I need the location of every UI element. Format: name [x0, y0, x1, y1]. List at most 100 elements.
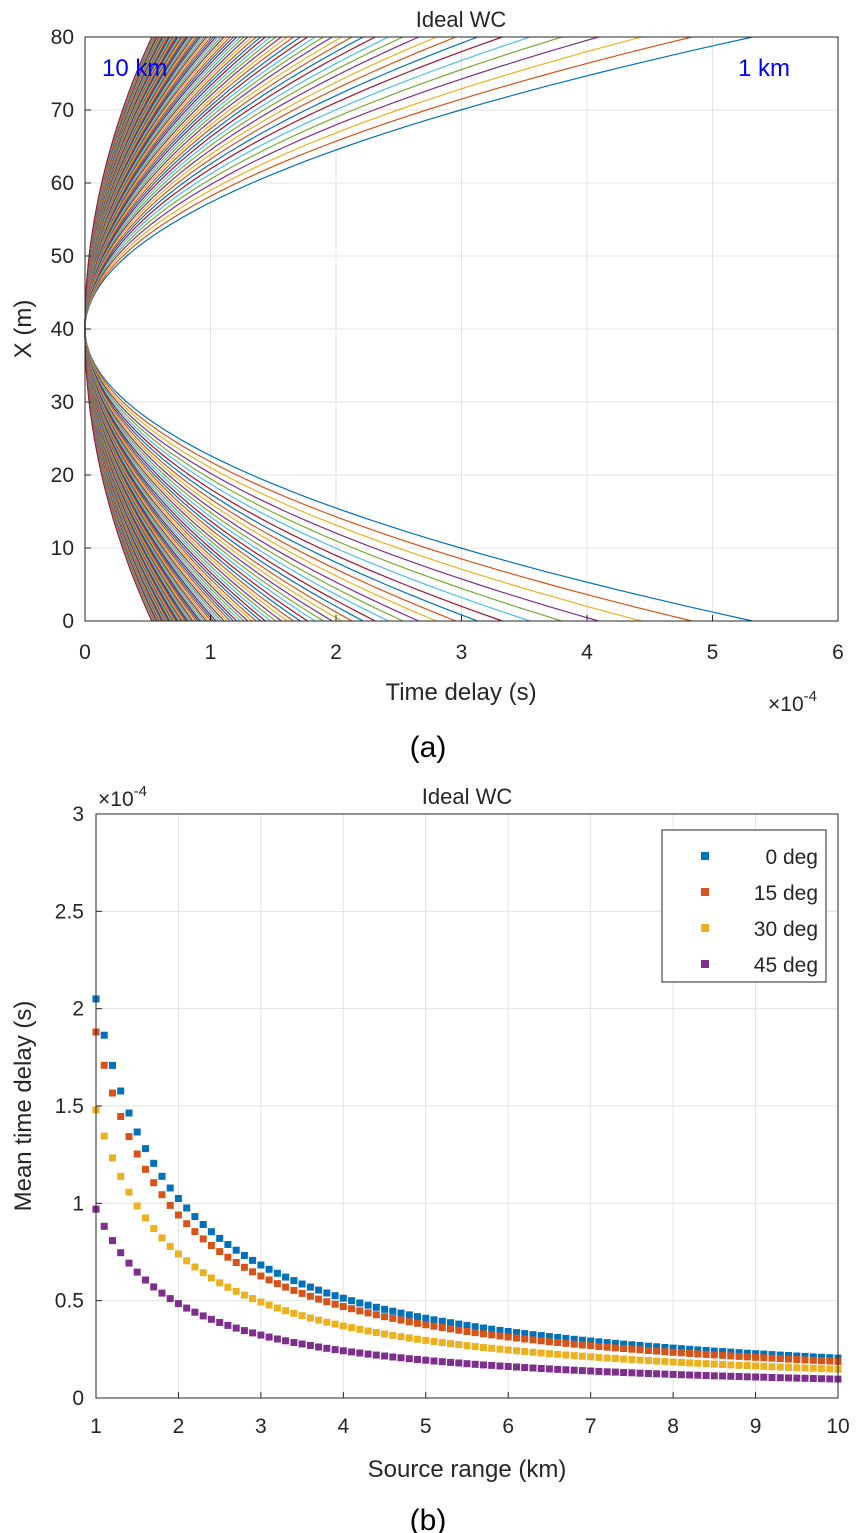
data-point	[521, 1330, 529, 1338]
data-point	[785, 1374, 792, 1382]
data-point	[331, 1320, 339, 1328]
data-point	[216, 1279, 224, 1287]
data-point	[356, 1299, 364, 1307]
x-multiplier-exponent-a: -4	[804, 688, 817, 705]
data-point	[702, 1347, 710, 1354]
data-point	[265, 1276, 273, 1284]
x-tick-label-a: 4	[581, 641, 593, 664]
data-point	[191, 1263, 199, 1271]
data-point	[117, 1087, 125, 1095]
data-point	[793, 1364, 801, 1372]
data-point	[381, 1305, 389, 1313]
legend-b: 0 deg 15 deg 30 deg 45 deg	[661, 829, 827, 983]
data-point	[282, 1307, 290, 1315]
data-point	[422, 1321, 430, 1329]
y-axis-label-b: Mean time delay (s)	[10, 1001, 37, 1212]
data-point	[636, 1346, 644, 1354]
legend-label: 45 deg	[754, 954, 818, 977]
data-point	[545, 1333, 553, 1341]
data-point	[587, 1342, 595, 1350]
data-point	[381, 1352, 389, 1360]
data-point	[776, 1355, 784, 1363]
data-point	[595, 1343, 603, 1350]
data-point	[801, 1374, 809, 1382]
data-point	[348, 1348, 356, 1356]
y-multiplier-b: ×10-4	[98, 783, 147, 811]
data-point	[669, 1344, 677, 1352]
data-point	[216, 1234, 224, 1242]
data-point	[282, 1283, 290, 1291]
data-point	[785, 1352, 792, 1359]
data-point	[174, 1211, 182, 1219]
data-point	[438, 1317, 446, 1325]
data-point	[224, 1321, 232, 1329]
data-point	[364, 1301, 372, 1309]
data-point	[150, 1225, 158, 1232]
data-point	[513, 1329, 520, 1337]
data-point	[174, 1300, 182, 1308]
data-point	[694, 1359, 702, 1367]
data-point	[595, 1367, 603, 1375]
data-point	[455, 1341, 463, 1349]
data-point	[620, 1355, 628, 1363]
data-point	[199, 1269, 207, 1277]
data-point	[422, 1336, 430, 1344]
data-point	[216, 1248, 224, 1256]
legend-marker	[701, 852, 709, 860]
data-point	[158, 1234, 166, 1242]
data-point	[537, 1349, 545, 1357]
data-point	[298, 1312, 306, 1320]
data-point	[306, 1283, 314, 1291]
data-point	[207, 1315, 215, 1323]
data-point	[603, 1339, 611, 1347]
data-point	[587, 1353, 595, 1361]
data-point	[537, 1365, 545, 1372]
chart-title-b: Ideal WC	[422, 784, 513, 809]
data-point	[620, 1369, 628, 1376]
data-point	[603, 1368, 611, 1376]
series-2	[92, 1106, 842, 1373]
data-point	[471, 1329, 479, 1337]
data-point	[257, 1261, 265, 1269]
y-tick-label-a: 0	[62, 610, 74, 633]
data-point	[743, 1362, 751, 1370]
x-tick-label-b: 5	[420, 1415, 432, 1438]
data-point	[414, 1335, 421, 1343]
x-multiplier-a: ×10-4	[768, 688, 817, 716]
data-point	[265, 1333, 273, 1341]
data-point	[240, 1291, 248, 1299]
data-point	[504, 1328, 512, 1335]
data-point	[430, 1357, 438, 1365]
data-point	[109, 1237, 116, 1245]
data-point	[282, 1337, 290, 1345]
data-point	[513, 1334, 520, 1342]
data-point	[306, 1292, 314, 1300]
data-point	[455, 1326, 463, 1334]
data-point	[232, 1324, 240, 1332]
data-point	[818, 1365, 825, 1373]
y-multiplier-base-b: ×10	[98, 788, 134, 811]
data-point	[191, 1213, 199, 1221]
data-point	[174, 1195, 182, 1202]
data-point	[224, 1253, 232, 1261]
data-point	[620, 1345, 628, 1352]
data-point	[199, 1312, 207, 1320]
data-point	[677, 1349, 685, 1357]
data-point	[232, 1246, 240, 1254]
data-point	[661, 1344, 669, 1351]
data-point	[562, 1351, 570, 1359]
data-point	[142, 1276, 149, 1284]
caption-a: (a)	[410, 731, 447, 764]
y-tick-label-b: 1	[72, 1192, 84, 1215]
data-point	[315, 1343, 323, 1351]
data-point	[471, 1343, 479, 1351]
data-point	[381, 1313, 389, 1321]
data-point	[356, 1325, 364, 1333]
data-point	[554, 1339, 562, 1346]
data-point	[166, 1184, 174, 1192]
data-point	[710, 1360, 718, 1368]
data-point	[611, 1339, 619, 1347]
data-point	[447, 1325, 454, 1333]
data-point	[117, 1172, 125, 1180]
